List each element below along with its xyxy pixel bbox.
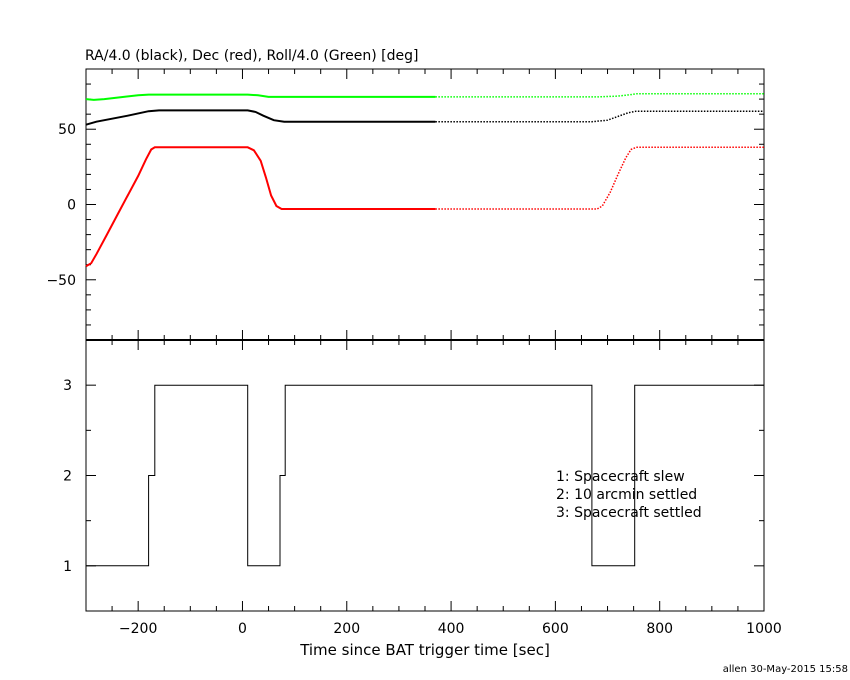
top-ytick-label: 50 <box>58 122 76 138</box>
top-ytick-label: −50 <box>46 273 76 289</box>
bottom-panel-ticks: 1 2 3 −200 0 200 400 600 800 1000 <box>63 339 782 637</box>
top-series-line-dotted <box>435 93 764 98</box>
top-series-line-solid <box>85 146 436 268</box>
legend-entry-1: 1: Spacecraft slew <box>556 469 685 485</box>
legend-entry-2: 2: 10 arcmin settled <box>556 487 697 503</box>
bottom-xtick-label: 0 <box>238 621 247 637</box>
bottom-xtick-label: −200 <box>119 621 157 637</box>
top-series-line-solid <box>85 109 436 126</box>
top-panel-series <box>85 93 764 268</box>
top-panel-ticks: −50 0 50 <box>46 68 765 341</box>
bottom-xtick-label: 800 <box>646 621 673 637</box>
bottom-panel-series <box>86 384 764 567</box>
settle-status-panel: 1 2 3 −200 0 200 400 600 800 1000 1: Spacecraft s… <box>63 339 782 659</box>
bottom-xtick-label: 600 <box>542 621 569 637</box>
top-series-line-dotted <box>435 146 764 210</box>
bottom-ytick-label: 1 <box>63 559 72 575</box>
bottom-ytick-label: 2 <box>63 469 72 485</box>
top-panel-title: RA/4.0 (black), Dec (red), Roll/4.0 (Gre… <box>85 48 418 64</box>
top-series-line-dotted <box>435 110 764 123</box>
bottom-xtick-label: 400 <box>438 621 465 637</box>
bottom-xtick-label: 200 <box>333 621 360 637</box>
legend-entry-3: 3: Spacecraft settled <box>556 505 702 521</box>
top-series-line-solid <box>85 93 436 101</box>
footer-stamp: allen 30-May-2015 15:58 <box>723 664 848 675</box>
bottom-xtick-label: 1000 <box>746 621 782 637</box>
status-legend: 1: Spacecraft slew 2: 10 arcmin settled … <box>556 469 702 521</box>
top-ytick-label: 0 <box>67 198 76 214</box>
x-axis-label: Time since BAT trigger time [sec] <box>299 641 550 659</box>
bottom-ytick-label: 3 <box>63 378 72 394</box>
settle-status-line <box>86 384 764 567</box>
attitude-panel: RA/4.0 (black), Dec (red), Roll/4.0 (Gre… <box>46 48 765 341</box>
